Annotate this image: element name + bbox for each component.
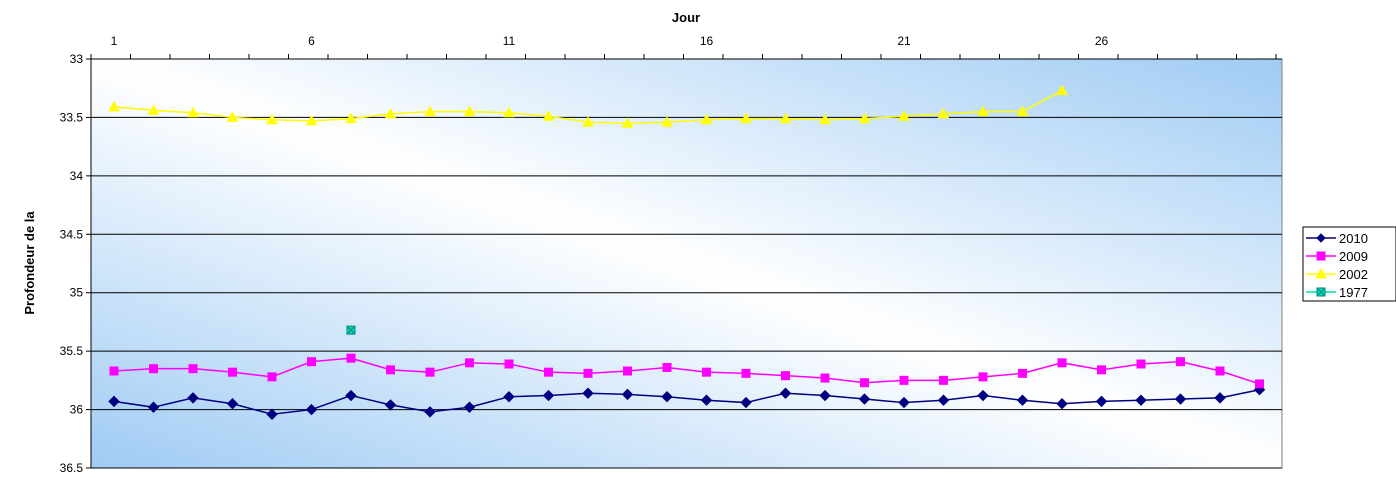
data-point-2009 [742, 369, 750, 377]
data-point-2009 [308, 358, 316, 366]
data-point-2009 [150, 365, 158, 373]
legend-marker-1977 [1317, 288, 1325, 296]
data-point-2009 [1058, 359, 1066, 367]
y-tick-label: 35 [70, 286, 84, 300]
data-point-2009 [703, 368, 711, 376]
data-point-2009 [900, 376, 908, 384]
legend-label-2010: 2010 [1339, 231, 1368, 246]
data-point-2009 [1177, 358, 1185, 366]
data-point-2009 [821, 374, 829, 382]
y-tick-label: 34.5 [60, 227, 84, 241]
y-tick-label: 33.5 [60, 110, 84, 124]
data-point-2009 [1098, 366, 1106, 374]
x-tick-label: 6 [308, 34, 315, 48]
data-point-2009 [426, 368, 434, 376]
legend-label-2002: 2002 [1339, 267, 1368, 282]
data-point-2009 [1216, 367, 1224, 375]
x-axis-title: Jour [672, 10, 700, 25]
legend-label-1977: 1977 [1339, 285, 1368, 300]
data-point-2009 [1137, 360, 1145, 368]
x-tick-label: 26 [1095, 34, 1109, 48]
legend-label-2009: 2009 [1339, 249, 1368, 264]
data-point-2009 [466, 359, 474, 367]
data-point-2009 [1019, 369, 1027, 377]
x-tick-label: 21 [897, 34, 911, 48]
y-tick-label: 36 [70, 403, 84, 417]
data-point-2009 [229, 368, 237, 376]
data-point-2009 [268, 373, 276, 381]
y-axis-title: Profondeur de la [22, 211, 37, 315]
y-tick-label: 35.5 [60, 344, 84, 358]
x-tick-label: 16 [700, 34, 714, 48]
legend: 2010 2009 2002 1977 [1303, 227, 1396, 301]
x-tick-label: 11 [503, 34, 516, 48]
data-point-2009 [624, 367, 632, 375]
data-point-2009 [979, 373, 987, 381]
data-point-2009 [189, 365, 197, 373]
data-point-2009 [347, 354, 355, 362]
x-tick-label: 1 [111, 34, 118, 48]
series-1977 [347, 326, 355, 334]
data-point-2009 [663, 364, 671, 372]
data-point-2009 [387, 366, 395, 374]
legend-marker-2009 [1317, 252, 1325, 260]
data-point-2009 [505, 360, 513, 368]
data-point-2009 [782, 372, 790, 380]
data-point-2009 [545, 368, 553, 376]
data-point-2009 [940, 376, 948, 384]
data-point-2009 [1256, 380, 1264, 388]
y-tick-label: 34 [70, 169, 84, 183]
y-tick-label: 33 [70, 52, 84, 66]
data-point-1977 [347, 326, 355, 334]
data-point-2009 [110, 367, 118, 375]
data-point-2009 [584, 369, 592, 377]
data-point-2009 [861, 379, 869, 387]
y-tick-label: 36.5 [60, 461, 84, 473]
